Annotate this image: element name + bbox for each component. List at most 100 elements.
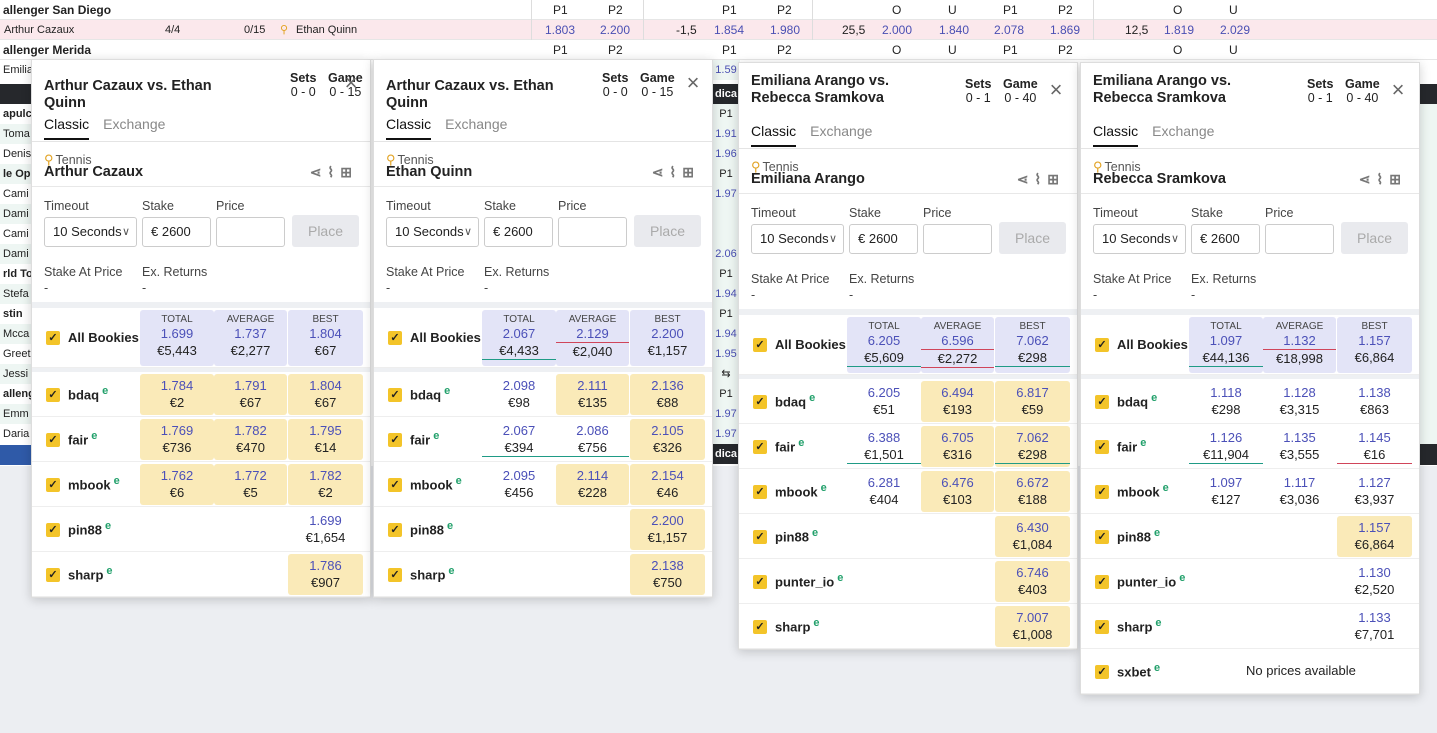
price-input[interactable] [216,217,285,247]
odds-cell[interactable]: 2.200 €1,157 [630,509,705,550]
timeout-select[interactable]: 10 Seconds ∨ [44,217,137,247]
odds-cell[interactable]: 2.105 €326 [630,419,705,460]
odds-cell[interactable]: 1.117 €3,036 [1263,471,1336,512]
odds-cell[interactable]: 1.762 €6 [140,464,214,505]
match-row[interactable]: Arthur Cazaux 4/4 0/15 ⚲ Ethan Quinn 1.8… [0,20,1437,40]
odds-cell[interactable]: 1.145 €16 [1337,426,1412,467]
odds-cell[interactable]: 1.819 [1164,23,1195,37]
grid-icon[interactable]: ⊞ [1047,171,1065,187]
bookie-row[interactable]: ✓ bdaq e 1.118 €298 1.128 €3,315 1.138 €863 [1081,379,1419,424]
close-icon[interactable]: × [1391,77,1405,102]
odds-cell[interactable]: 1.133 €7,701 [1337,606,1412,647]
checkbox-checked[interactable]: ✓ [753,530,767,544]
price-input[interactable] [558,217,627,247]
stake-input[interactable]: € 2600 [142,217,211,247]
bookie-row[interactable]: ✓ bdaq e 2.098 €98 2.111 €135 2.136 €88 [374,372,712,417]
checkbox-checked[interactable]: ✓ [1095,530,1109,544]
close-icon[interactable]: × [344,70,358,95]
checkbox-checked[interactable]: ✓ [388,478,402,492]
odds-cell[interactable]: 1.784 €2 [140,374,214,415]
place-button[interactable]: Place [1341,222,1408,254]
checkbox-checked[interactable]: ✓ [46,388,60,402]
share-icon[interactable]: ⋖ [309,164,328,180]
panel-header[interactable]: Arthur Cazaux vs. Ethan Quinn Sets 0 - 0 … [32,60,370,111]
odds-cell[interactable]: 1.791 €67 [214,374,287,415]
panel-header[interactable]: Arthur Cazaux vs. Ethan Quinn Sets 0 - 0 … [374,60,712,111]
odds-cell[interactable]: 1.782 €470 [214,419,287,460]
checkbox-checked[interactable]: ✓ [388,568,402,582]
odds-cell[interactable]: 1.135 €3,555 [1263,426,1336,467]
odds-cell[interactable]: 2.136 €88 [630,374,705,415]
checkbox-checked[interactable]: ✓ [1095,665,1109,679]
bookie-row[interactable]: ✓ fair e 1.769 €736 1.782 €470 1.795 €14 [32,417,370,462]
stake-input[interactable]: € 2600 [484,217,553,247]
odds-cell[interactable]: 2.098 €98 [482,374,556,415]
bookie-row[interactable]: ✓ mbook e 6.281 €404 6.476 €103 6.672 €188 [739,469,1077,514]
bookie-row[interactable]: ✓ mbook e 1.762 €6 1.772 €5 1.782 €2 [32,462,370,507]
checkbox-checked[interactable]: ✓ [388,331,402,345]
checkbox-checked[interactable]: ✓ [388,523,402,537]
odds-cell[interactable]: 1.786 €907 [288,554,363,595]
close-icon[interactable]: × [1049,77,1063,102]
odds-cell[interactable]: 2.114 €228 [556,464,629,505]
timeout-select[interactable]: 10 Seconds ∨ [1093,224,1186,254]
checkbox-checked[interactable]: ✓ [1095,440,1109,454]
bookie-row[interactable]: ✓ punter_io e 1.130 €2,520 [1081,559,1419,604]
tab-classic[interactable]: Classic [44,110,90,140]
chart-icon[interactable]: ⌇ [1034,171,1048,187]
odds-cell[interactable]: 1.772 €5 [214,464,287,505]
place-button[interactable]: Place [999,222,1066,254]
tab-exchange[interactable]: Exchange [810,123,873,139]
tab-classic[interactable]: Classic [751,117,797,147]
odds-cell[interactable]: 2.200 [600,23,631,37]
checkbox-checked[interactable]: ✓ [753,620,767,634]
odds-cell[interactable]: 7.062 €298 [995,426,1070,467]
timeout-select[interactable]: 10 Seconds ∨ [386,217,479,247]
price-input[interactable] [923,224,992,254]
bookie-row[interactable]: ✓ sxbet e No prices available [1081,649,1419,694]
all-bookies-row[interactable]: ✓ All Bookies TOTAL 2.067 €4,433 AVERAGE 2.… [374,308,712,368]
odds-cell[interactable]: 1.782 €2 [288,464,363,505]
price-input[interactable] [1265,224,1334,254]
chart-icon[interactable]: ⌇ [1376,171,1390,187]
bookie-row[interactable]: ✓ pin88 e 1.157 €6,864 [1081,514,1419,559]
checkbox-checked[interactable]: ✓ [1095,575,1109,589]
odds-cell[interactable]: 6.705 €316 [921,426,994,467]
checkbox-checked[interactable]: ✓ [753,338,767,352]
panel-header[interactable]: Emiliana Arango vs. Rebecca Sramkova Set… [739,63,1077,117]
odds-cell[interactable]: 6.205 €51 [847,381,921,422]
bookie-row[interactable]: ✓ fair e 6.388 €1,501 6.705 €316 7.062 €298 [739,424,1077,469]
grid-icon[interactable]: ⊞ [682,164,700,180]
bookie-row[interactable]: ✓ mbook e 1.097 €127 1.117 €3,036 1.127 €3,937 [1081,469,1419,514]
place-button[interactable]: Place [292,215,359,247]
odds-cell[interactable]: 2.095 €456 [482,464,556,505]
odds-cell[interactable]: 1.157 €6,864 [1337,516,1412,557]
all-bookies-row[interactable]: ✓ All Bookies TOTAL 6.205 €5,609 AVERAGE 6.… [739,315,1077,375]
grid-icon[interactable]: ⊞ [340,164,358,180]
bookie-row[interactable]: ✓ pin88 e 6.430 €1,084 [739,514,1077,559]
tab-classic[interactable]: Classic [1093,117,1139,147]
bookie-row[interactable]: ✓ pin88 e 2.200 €1,157 [374,507,712,552]
bookie-row[interactable]: ✓ sharp e 1.786 €907 [32,552,370,597]
odds-cell[interactable]: 6.672 €188 [995,471,1070,512]
odds-cell[interactable]: 7.007 €1,008 [995,606,1070,647]
checkbox-checked[interactable]: ✓ [1095,338,1109,352]
all-bookies-row[interactable]: ✓ All Bookies TOTAL 1.097 €44,136 AVERAGE 1… [1081,315,1419,375]
grid-icon[interactable]: ⊞ [1389,171,1407,187]
bookie-row[interactable]: ✓ bdaq e 1.784 €2 1.791 €67 1.804 €67 [32,372,370,417]
checkbox-checked[interactable]: ✓ [46,523,60,537]
share-icon[interactable]: ⋖ [1016,171,1035,187]
odds-cell[interactable]: 2.067 €394 [482,419,556,460]
odds-cell[interactable]: 2.086 €756 [556,419,629,460]
odds-cell[interactable]: 1.097 €127 [1189,471,1263,512]
checkbox-checked[interactable]: ✓ [753,575,767,589]
close-icon[interactable]: × [686,70,700,95]
tab-exchange[interactable]: Exchange [103,116,166,132]
bookie-row[interactable]: ✓ mbook e 2.095 €456 2.114 €228 2.154 €46 [374,462,712,507]
place-button[interactable]: Place [634,215,701,247]
panel-header[interactable]: Emiliana Arango vs. Rebecca Sramkova Set… [1081,63,1419,117]
odds-cell[interactable]: 1.840 [939,23,970,37]
odds-cell[interactable]: 6.388 €1,501 [847,426,921,467]
odds-cell[interactable]: 2.029 [1220,23,1251,37]
odds-cell[interactable]: 1.869 [1050,23,1081,37]
